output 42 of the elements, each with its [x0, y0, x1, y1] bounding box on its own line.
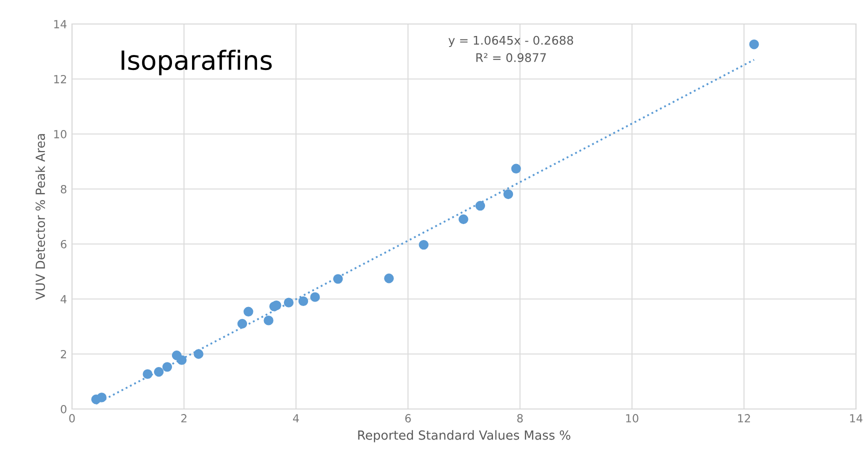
x-axis-title: Reported Standard Values Mass %	[358, 430, 570, 442]
point	[162, 362, 172, 372]
point	[511, 164, 521, 174]
x-tick-label: 12	[738, 414, 750, 422]
y-tick-label: 12	[54, 74, 66, 84]
y-tick-label: 8	[60, 184, 66, 194]
point	[384, 274, 394, 284]
point	[264, 316, 274, 326]
point	[194, 349, 204, 359]
y-tick-label: 4	[60, 295, 67, 304]
point	[503, 189, 514, 200]
point	[333, 274, 343, 284]
x-tick-label: 8	[517, 414, 523, 422]
y-tick-label: 14	[54, 20, 67, 28]
point	[298, 296, 308, 306]
point	[458, 214, 468, 224]
annotation: R² = 0.9877	[476, 53, 546, 62]
annotation: y = 1.0645x - 0.2688	[448, 36, 574, 48]
y-tick-label: 10	[54, 130, 66, 138]
point	[749, 39, 759, 50]
text: Isoparaffins	[122, 50, 272, 76]
x-tick-label: 14	[850, 414, 862, 422]
x-tick-label: 2	[181, 414, 186, 422]
x-tick-label: 4	[293, 414, 299, 422]
x-tick-label: 10	[626, 414, 638, 422]
point	[142, 369, 152, 379]
x-tick-label: 6	[405, 414, 411, 422]
y-tick-label: 6	[60, 240, 66, 248]
point	[154, 367, 164, 377]
point	[475, 200, 486, 211]
point	[418, 240, 429, 250]
point	[244, 306, 254, 317]
point	[237, 318, 248, 329]
point	[272, 300, 282, 310]
x-tick-label: 0	[69, 414, 75, 422]
point	[284, 298, 294, 308]
y-tick-label: 0	[60, 404, 66, 414]
point	[96, 392, 107, 402]
y-axis-title: VUV Detector % Peak Area	[35, 134, 46, 300]
y-tick-label: 2	[60, 350, 66, 358]
point	[310, 292, 320, 302]
point	[176, 355, 187, 365]
